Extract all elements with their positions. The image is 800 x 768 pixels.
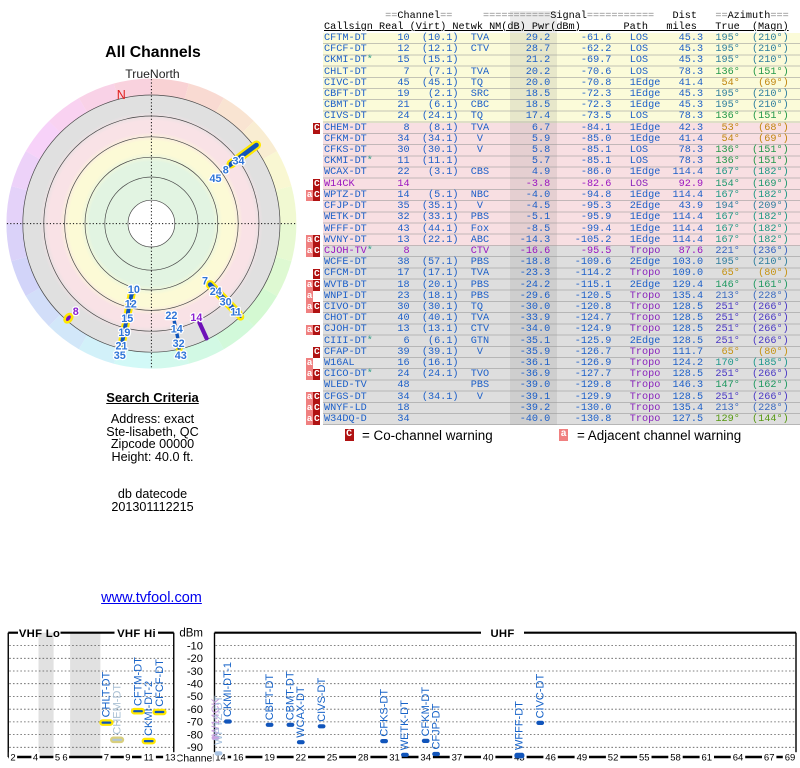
svg-text:UHF: UHF [490,628,514,640]
svg-text:CFTM-DT: CFTM-DT [132,657,144,706]
svg-text:CKMI-DT-1: CKMI-DT-1 [222,662,234,717]
svg-text:7: 7 [104,753,109,764]
svg-text:22: 22 [165,310,177,322]
svg-text:31: 31 [389,753,400,764]
svg-text:-80: -80 [187,729,203,741]
svg-text:WPTZ-DT: WPTZ-DT [213,695,225,745]
svg-text:64: 64 [733,753,744,764]
svg-text:55: 55 [639,753,650,764]
svg-text:CFKM-DT: CFKM-DT [420,687,432,737]
svg-text:8: 8 [223,165,229,177]
svg-text:WFFF-DT: WFFF-DT [514,701,526,750]
svg-text:37: 37 [452,753,463,764]
svg-text:25: 25 [327,753,338,764]
svg-text:W14CK: W14CK [210,697,222,736]
svg-text:45: 45 [209,173,221,185]
svg-text:22: 22 [296,753,307,764]
svg-text:WCAX-DT: WCAX-DT [295,686,307,738]
svg-text:-70: -70 [187,717,203,729]
svg-text:10: 10 [128,284,140,296]
svg-text:-30: -30 [187,666,203,678]
svg-text:CFCF-DT: CFCF-DT [154,659,166,707]
svg-text:CKMI-DT-2: CKMI-DT-2 [143,681,155,736]
svg-text:CBFT-DT: CBFT-DT [264,674,276,721]
svg-text:11: 11 [230,306,241,318]
svg-text:VHF Hi: VHF Hi [117,628,156,640]
svg-text:34: 34 [420,753,431,764]
svg-text:WETK-DT: WETK-DT [399,700,411,750]
svg-text:-10: -10 [187,640,203,652]
svg-text:5: 5 [55,753,60,764]
svg-text:28: 28 [358,753,369,764]
svg-text:CHEM-DT: CHEM-DT [111,684,123,735]
svg-text:CHLT-DT: CHLT-DT [101,671,113,717]
svg-text:67: 67 [764,753,775,764]
svg-text:-20: -20 [187,653,203,665]
svg-text:Channel: Channel [176,754,215,765]
svg-text:15: 15 [121,313,133,325]
svg-text:13: 13 [165,753,176,764]
svg-text:69: 69 [785,753,796,764]
svg-text:14: 14 [171,323,183,335]
svg-text:-60: -60 [187,704,203,716]
svg-text:30: 30 [220,296,232,308]
svg-text:32: 32 [173,338,185,350]
svg-text:2: 2 [10,753,15,764]
svg-text:CIVS-DT: CIVS-DT [316,678,328,722]
svg-text:34: 34 [232,155,244,167]
svg-text:19: 19 [264,753,275,764]
svg-text:CIVC-DT: CIVC-DT [535,674,547,719]
svg-text:21: 21 [115,341,127,353]
svg-text:24: 24 [210,286,222,298]
svg-text:19: 19 [118,327,130,339]
svg-text:7: 7 [202,275,208,287]
svg-text:CFKS-DT: CFKS-DT [378,689,390,737]
svg-text:4: 4 [33,753,38,764]
svg-text:-40: -40 [187,679,203,691]
svg-text:14: 14 [190,312,202,324]
svg-text:-50: -50 [187,691,203,703]
svg-text:11: 11 [144,753,154,764]
svg-text:9: 9 [125,753,130,764]
svg-text:N: N [117,88,126,102]
svg-text:40: 40 [483,753,494,764]
svg-text:61: 61 [702,753,713,764]
svg-text:49: 49 [577,753,588,764]
svg-text:CFJP-DT: CFJP-DT [430,703,442,749]
svg-text:12: 12 [125,299,137,311]
svg-text:VHF Lo: VHF Lo [19,628,60,640]
svg-text:-90: -90 [187,742,203,754]
svg-text:6: 6 [62,753,67,764]
svg-text:8: 8 [73,306,79,318]
svg-text:dBm: dBm [179,628,203,640]
svg-text:58: 58 [670,753,681,764]
svg-text:CBMT-DT: CBMT-DT [285,671,297,720]
svg-text:46: 46 [545,753,556,764]
svg-text:52: 52 [608,753,619,764]
svg-text:16: 16 [233,753,244,764]
svg-text:35: 35 [114,350,126,362]
svg-text:43: 43 [175,350,187,362]
svg-text:14: 14 [215,753,226,764]
